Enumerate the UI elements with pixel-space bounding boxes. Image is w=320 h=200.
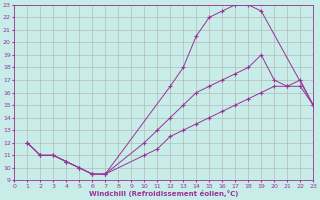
X-axis label: Windchill (Refroidissement éolien,°C): Windchill (Refroidissement éolien,°C) (89, 190, 238, 197)
